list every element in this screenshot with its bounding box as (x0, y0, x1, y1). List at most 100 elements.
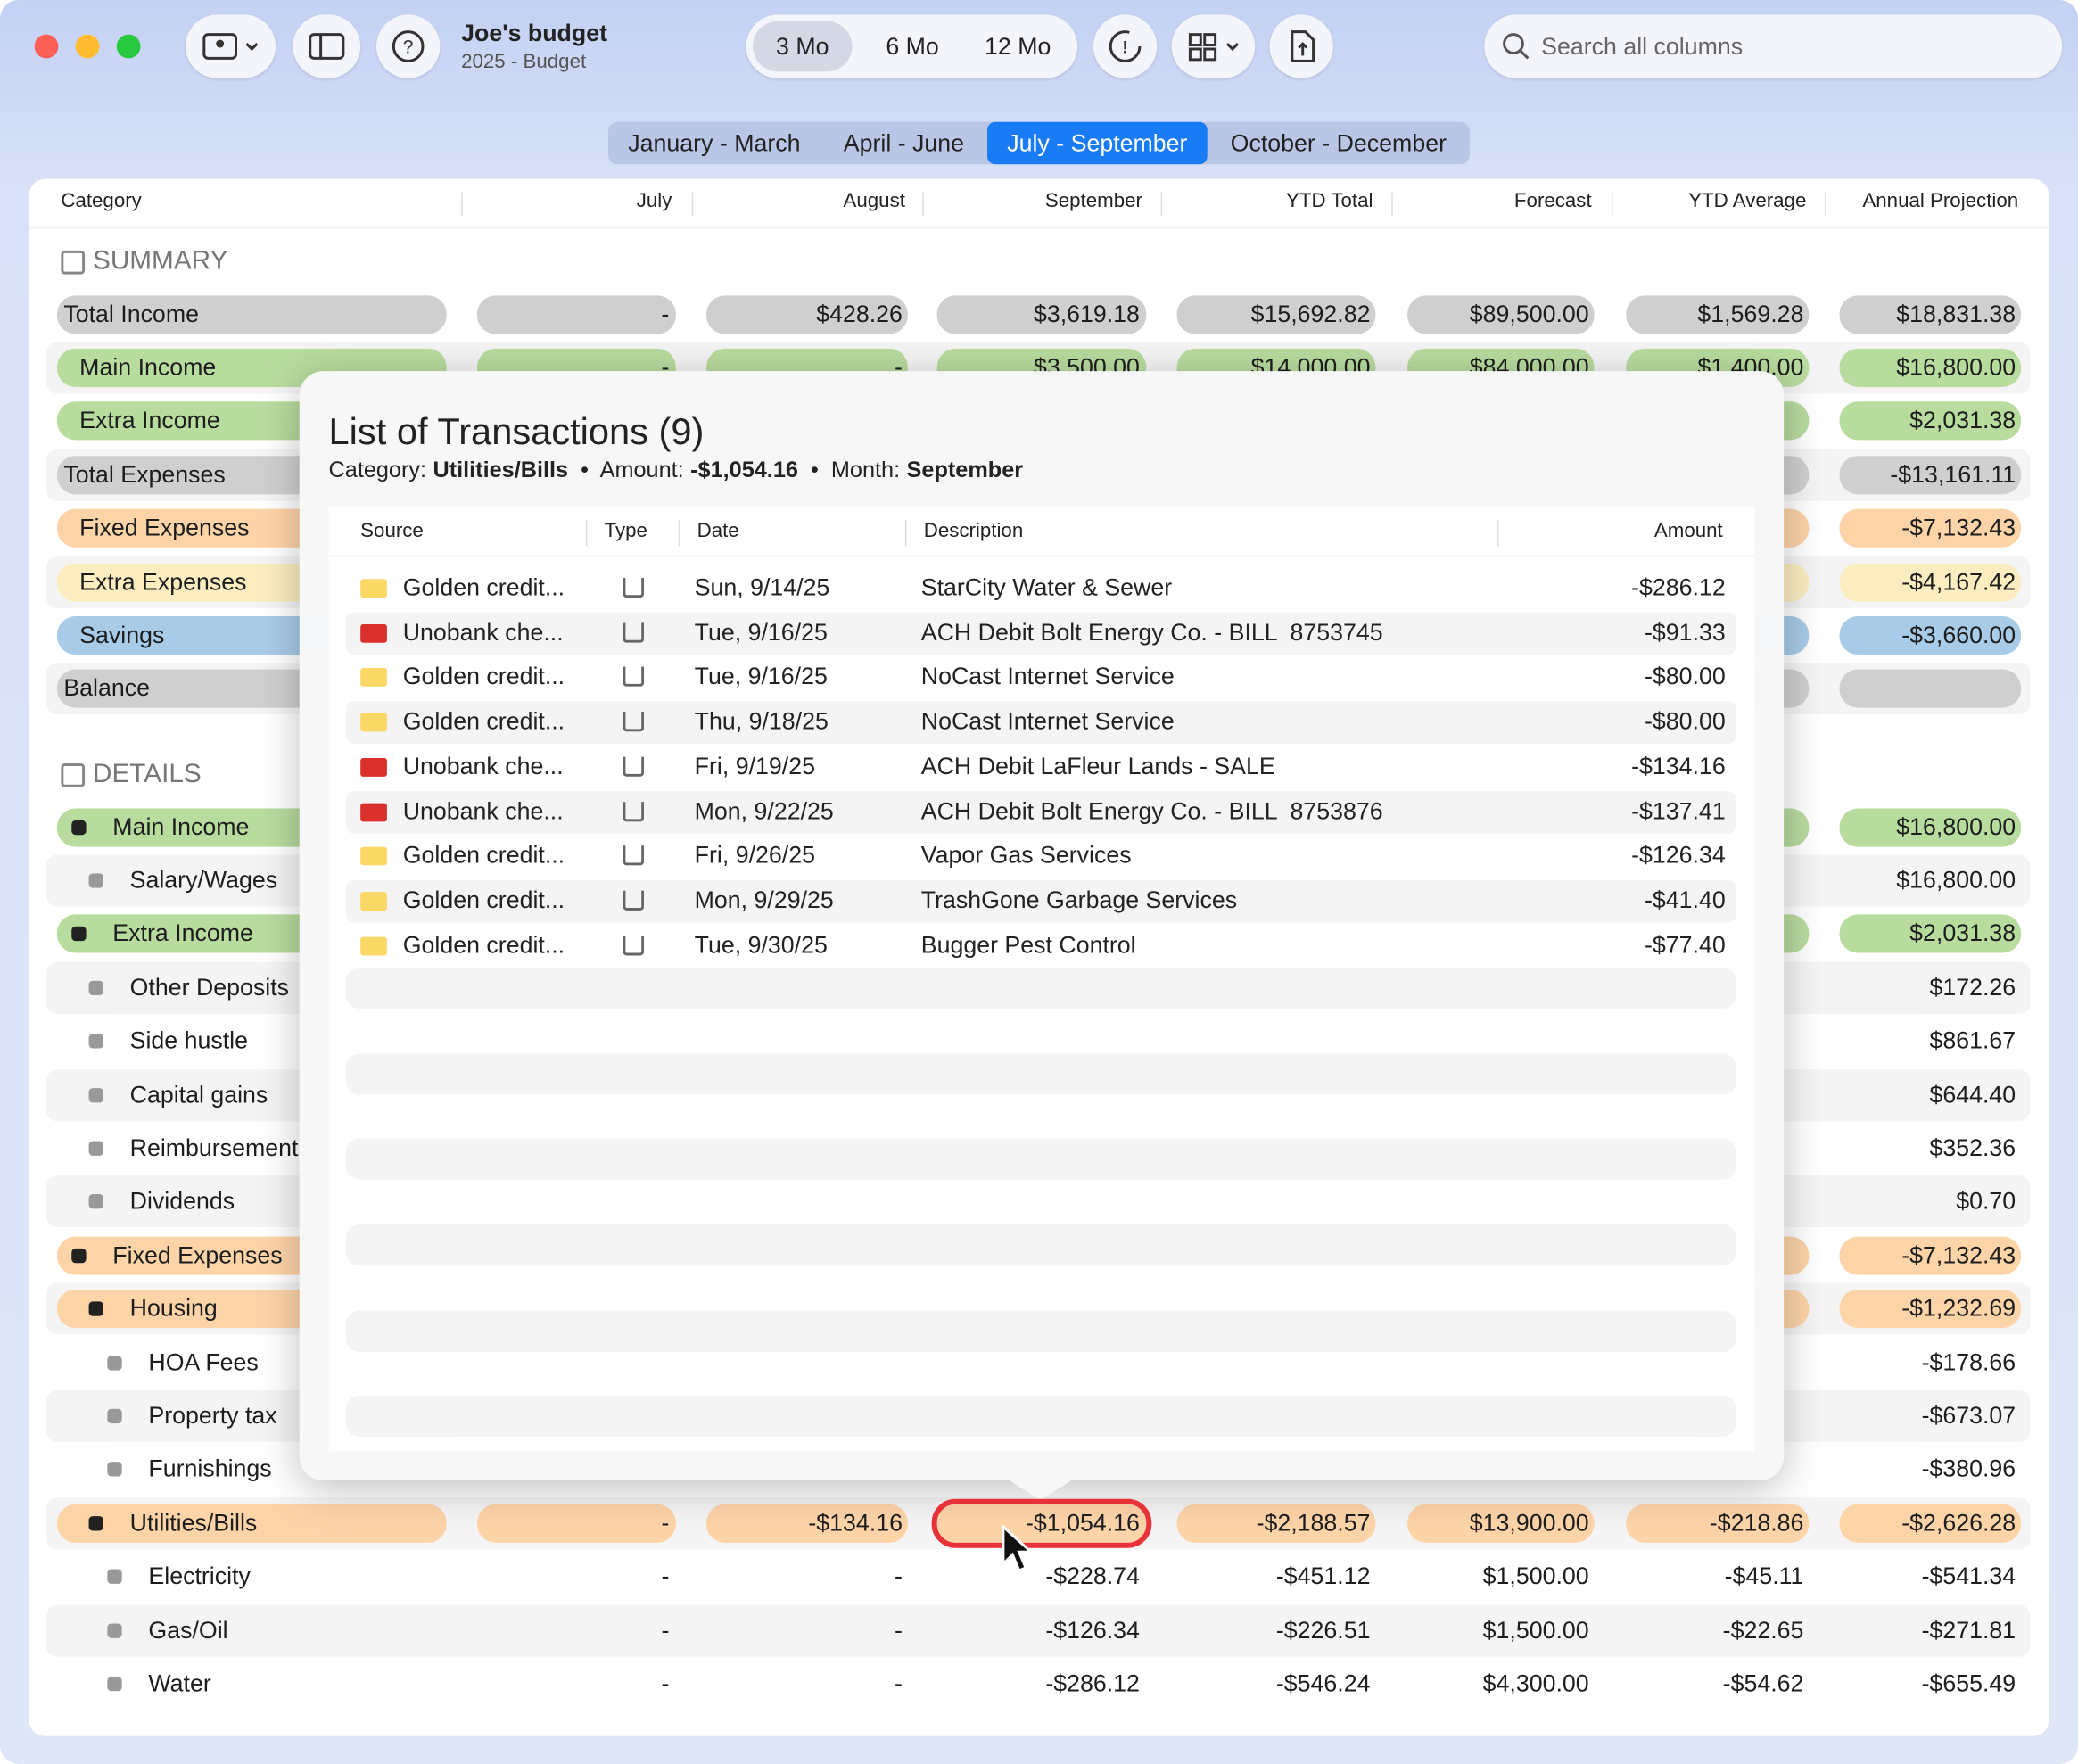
category-label: Electricity (148, 1557, 250, 1595)
sync-button[interactable]: ! (1093, 14, 1157, 78)
value-cell: $1,569.28 (1697, 295, 1803, 334)
amount: -$77.40 (1645, 931, 1726, 959)
category-label: Main Income (79, 349, 216, 387)
column-separator (586, 520, 587, 547)
category-icon (89, 873, 103, 887)
type-icon (623, 712, 644, 731)
source-card-icon (360, 579, 387, 598)
value-cell: $16,800.00 (1896, 808, 2016, 846)
search-field[interactable]: Search all columns (1484, 14, 2062, 78)
description: NoCast Internet Service (921, 664, 1175, 691)
date: Tue, 9/16/25 (695, 619, 828, 647)
help-button[interactable]: ? (376, 14, 440, 78)
export-button[interactable] (1270, 14, 1333, 78)
value-cell: $16,800.00 (1896, 349, 2016, 387)
value-cell: $89,500.00 (1470, 295, 1589, 334)
category-label: Dividends (130, 1183, 235, 1221)
section-title: SUMMARY (93, 246, 227, 276)
source-card-icon (360, 623, 387, 642)
category-icon (71, 820, 86, 834)
layout-button[interactable] (1172, 14, 1256, 78)
value-cell: - (895, 1664, 903, 1702)
quarter-tab[interactable]: July - September (987, 122, 1208, 165)
date: Fri, 9/19/25 (695, 753, 815, 780)
type-icon (623, 578, 644, 598)
value-cell: $3,619.18 (1034, 295, 1140, 334)
category-label: Utilities/Bills (130, 1504, 258, 1542)
value-cell: - (661, 1611, 669, 1649)
column-separator (679, 520, 680, 547)
range-option[interactable]: 12 Mo (965, 21, 1071, 71)
date: Mon, 9/22/25 (695, 797, 834, 825)
quarter-tab[interactable]: April - June (823, 122, 985, 165)
value-pill (1840, 670, 2022, 708)
source: Golden credit... (403, 573, 565, 601)
empty-row (346, 1311, 1736, 1352)
amount: -$80.00 (1645, 708, 1726, 736)
date: Thu, 9/18/25 (695, 708, 829, 736)
search-placeholder: Search all columns (1541, 33, 1743, 61)
category-label: Gas/Oil (148, 1611, 227, 1649)
category-label: Savings (79, 616, 164, 655)
meta-label: Amount: (600, 457, 684, 482)
source-card-icon (360, 847, 387, 866)
quarter-tab[interactable]: January - March (608, 122, 820, 165)
date: Tue, 9/30/25 (695, 931, 828, 959)
range-option[interactable]: 6 Mo (862, 21, 961, 71)
transactions-header: Type (605, 520, 647, 542)
category-label: Fixed Expenses (112, 1236, 282, 1274)
type-icon (623, 845, 644, 865)
category-label: Total Expenses (63, 456, 225, 494)
value-cell: - (661, 1504, 669, 1542)
value-cell: -$286.12 (1045, 1664, 1140, 1702)
value-cell: -$126.34 (1045, 1611, 1140, 1649)
category-icon (89, 1194, 103, 1208)
category-label: Balance (63, 670, 150, 708)
transactions-header: Date (697, 520, 739, 542)
column-separator (1161, 192, 1162, 216)
date: Sun, 9/14/25 (695, 573, 830, 601)
transactions-table: SourceTypeDateDescriptionAmountGolden cr… (329, 507, 1755, 1451)
category-icon (107, 1356, 121, 1370)
value-cell: $1,500.00 (1483, 1611, 1589, 1649)
date: Fri, 9/26/25 (695, 842, 815, 870)
amount: -$137.41 (1631, 797, 1726, 825)
amount: -$286.12 (1631, 573, 1726, 601)
type-icon (623, 801, 644, 820)
category-label: Furnishings (148, 1450, 271, 1488)
category-label: Reimbursement (130, 1129, 299, 1167)
category-icon (107, 1570, 121, 1584)
column-header: Forecast (1514, 190, 1592, 212)
value-pill (477, 295, 676, 334)
value-cell: $4,300.00 (1483, 1664, 1589, 1702)
value-cell: $644.40 (1929, 1076, 2016, 1114)
amount: -$126.34 (1631, 842, 1726, 870)
value-cell: $0.70 (1956, 1183, 2016, 1221)
sidebar-button[interactable] (293, 14, 360, 78)
separator: • (798, 457, 831, 482)
source-card-icon (360, 892, 387, 911)
value-cell: -$4,167.42 (1901, 563, 2016, 601)
value-cell: - (661, 295, 669, 334)
popover-meta: Category:Utilities/Bills • Amount:-$1,05… (329, 457, 1024, 484)
range-option[interactable]: 3 Mo (753, 21, 852, 71)
category-label: Capital gains (130, 1076, 268, 1114)
empty-row (346, 968, 1736, 1009)
value-cell: -$271.81 (1922, 1611, 2016, 1649)
column-separator (905, 520, 906, 547)
source-card-icon (360, 803, 387, 821)
value-cell: $1,500.00 (1483, 1557, 1589, 1595)
empty-row (346, 1139, 1736, 1180)
value-cell: -$546.24 (1276, 1664, 1371, 1702)
value-cell: -$134.16 (808, 1504, 903, 1542)
empty-row (346, 1396, 1736, 1437)
view-button[interactable] (186, 14, 276, 78)
type-icon (623, 667, 644, 687)
quarter-tab[interactable]: October - December (1208, 122, 1470, 165)
meta-value: Utilities/Bills (433, 457, 568, 482)
column-separator (1825, 192, 1826, 216)
value-pill (477, 1504, 676, 1542)
category-label: Fixed Expenses (79, 509, 249, 548)
value-cell: $172.26 (1929, 969, 2016, 1007)
